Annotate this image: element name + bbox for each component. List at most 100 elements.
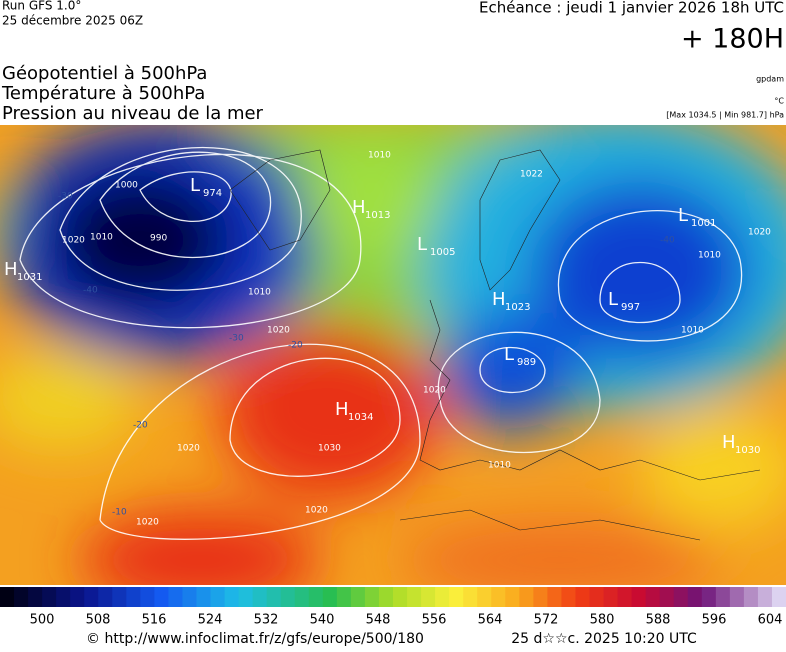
colorbar-label: 500 bbox=[30, 613, 55, 628]
system-value: 974 bbox=[203, 188, 222, 199]
colorbar-swatch bbox=[533, 587, 548, 607]
isobar-label: 1020 bbox=[748, 228, 771, 238]
colorbar-label: 604 bbox=[758, 613, 783, 628]
isobar-label: 1022 bbox=[520, 170, 543, 180]
colorbar-swatch bbox=[98, 587, 113, 607]
colorbar-swatch bbox=[126, 587, 141, 607]
system-letter: H bbox=[4, 259, 18, 280]
colorbar-label: 508 bbox=[86, 613, 111, 628]
system-letter: H bbox=[352, 197, 366, 218]
coastlines bbox=[229, 149, 761, 541]
colorbar-swatch bbox=[407, 587, 422, 607]
lead-time: + 180H bbox=[681, 24, 784, 55]
isobar-label: 1020 bbox=[177, 444, 200, 454]
isobar-label: 1010 bbox=[368, 151, 391, 161]
isobar-label: 1010 bbox=[90, 233, 113, 243]
colorbar-label: 532 bbox=[254, 613, 279, 628]
temp-label: -20 bbox=[288, 341, 303, 351]
system-value: 1005 bbox=[430, 247, 455, 258]
colorbar-swatch bbox=[477, 587, 492, 607]
colorbar-swatch bbox=[617, 587, 633, 607]
isobar-label: 1030 bbox=[318, 444, 341, 454]
colorbar-swatch bbox=[294, 587, 310, 607]
colorbar-swatch bbox=[631, 587, 647, 607]
colorbar-swatch bbox=[168, 587, 183, 607]
temp-label: -30 bbox=[58, 192, 73, 202]
colorbar-swatch bbox=[743, 587, 759, 607]
colorbar-label: 564 bbox=[478, 613, 503, 628]
isobar-label: 1010 bbox=[488, 461, 511, 471]
colorbar-swatch bbox=[547, 587, 562, 607]
system-value: 1023 bbox=[505, 302, 530, 313]
colorbar-label: 540 bbox=[310, 613, 335, 628]
isobar-labels: 1000 990 1010 1020 1010 1020 1030 1020 1010 1020 1… bbox=[62, 151, 771, 528]
system-letter: L bbox=[678, 205, 688, 226]
colorbar-swatch bbox=[28, 587, 43, 607]
colorbar-swatch bbox=[715, 587, 731, 607]
colorbar-swatch bbox=[771, 587, 786, 607]
colorbar-swatch bbox=[210, 587, 226, 607]
system-value: 1013 bbox=[365, 210, 390, 221]
isobars bbox=[19, 146, 743, 540]
temp-label: -30 bbox=[229, 334, 244, 344]
colorbar-label: 548 bbox=[366, 613, 391, 628]
system-letter: L bbox=[504, 344, 514, 365]
colorbar-swatch bbox=[687, 587, 703, 607]
temp-label: -10 bbox=[112, 508, 127, 518]
colorbar-swatch bbox=[364, 587, 380, 607]
colorbar-swatch bbox=[449, 587, 464, 607]
colorbar-swatch bbox=[603, 587, 619, 607]
colorbar-swatch bbox=[421, 587, 436, 607]
system-letter: H bbox=[722, 432, 736, 453]
colorbar-swatch bbox=[182, 587, 197, 607]
unit: °C bbox=[774, 97, 784, 106]
colorbar-swatch bbox=[659, 587, 675, 607]
temp-label: -40 bbox=[660, 236, 675, 246]
colorbar-swatch bbox=[645, 587, 661, 607]
colorbar-swatch bbox=[435, 587, 450, 607]
colorbar-swatch bbox=[112, 587, 127, 607]
title: Température à 500hPa bbox=[1, 83, 205, 104]
unit: gpdam bbox=[756, 75, 784, 84]
temp-label: -40 bbox=[83, 286, 98, 296]
colorbar-label: 516 bbox=[142, 613, 167, 628]
colorbar-swatch bbox=[70, 587, 85, 607]
isobar-label: 1010 bbox=[698, 251, 721, 261]
colorbar-swatch bbox=[196, 587, 212, 607]
colorbar-swatch bbox=[589, 587, 605, 607]
isobar-label: 1020 bbox=[305, 506, 328, 516]
system-letter: H bbox=[492, 289, 506, 310]
isobar-label: 1010 bbox=[248, 288, 271, 298]
colorbar: 500 508 516 524 532 540 548 556 564 572 580 588 596 6… bbox=[0, 587, 786, 628]
colorbar-swatch bbox=[14, 587, 29, 607]
system-value: 1030 bbox=[735, 445, 760, 456]
valid-time: Echéance : jeudi 1 janvier 2026 18h UTC bbox=[479, 0, 784, 17]
isobar-label: 990 bbox=[150, 234, 167, 244]
colorbar-label: 588 bbox=[646, 613, 671, 628]
system-letter: L bbox=[608, 289, 618, 310]
colorbar-swatch bbox=[757, 587, 773, 607]
system-value: 989 bbox=[517, 357, 536, 368]
colorbar-swatch bbox=[0, 587, 15, 607]
system-value: 1034 bbox=[348, 412, 373, 423]
colorbar-swatch bbox=[378, 587, 394, 607]
colorbar-swatch bbox=[224, 587, 240, 607]
isobar-label: 1020 bbox=[267, 326, 290, 336]
run: Run GFS 1.0° bbox=[2, 0, 81, 13]
colorbar-swatch bbox=[154, 587, 169, 607]
colorbar-swatch bbox=[266, 587, 282, 607]
system-value: 997 bbox=[621, 302, 640, 313]
isobar-label: 1020 bbox=[423, 386, 446, 396]
temperature-labels: -30 -40 -20 -20 -30 -10 -40 bbox=[58, 192, 675, 518]
colorbar-swatch bbox=[673, 587, 689, 607]
date: 25 d☆☆c. 2025 10:20 UTC bbox=[511, 631, 697, 647]
colorbar-swatch bbox=[84, 587, 99, 607]
colorbar-swatch bbox=[350, 587, 366, 607]
colorbar-swatch bbox=[575, 587, 590, 607]
system-letter: H bbox=[335, 399, 349, 420]
title: Pression au niveau de la mer bbox=[2, 103, 264, 124]
colorbar-swatch bbox=[729, 587, 745, 607]
title: Géopotentiel à 500hPa bbox=[2, 63, 207, 84]
